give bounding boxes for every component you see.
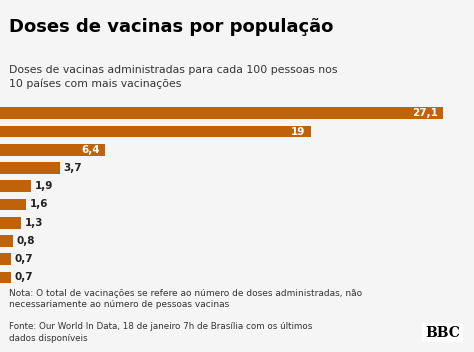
Bar	[0, 126, 310, 137]
Text: 27,1: 27,1	[412, 108, 438, 118]
Bar	[0, 180, 31, 192]
Text: Nota: O total de vacinações se refere ao número de doses administradas, não
nece: Nota: O total de vacinações se refere ao…	[9, 289, 363, 309]
Bar	[0, 107, 443, 119]
Text: BBC: BBC	[425, 326, 460, 340]
Text: Fonte: Our World In Data, 18 de janeiro 7h de Brasília com os últimos
dados disp: Fonte: Our World In Data, 18 de janeiro …	[9, 322, 313, 343]
Bar	[0, 271, 11, 283]
Text: 3,7: 3,7	[64, 163, 82, 173]
Text: 6,4: 6,4	[81, 145, 100, 155]
Bar	[0, 144, 105, 156]
Text: 0,8: 0,8	[16, 236, 35, 246]
Text: 0,7: 0,7	[15, 254, 33, 264]
Text: 1,3: 1,3	[25, 218, 43, 228]
Text: 0,7: 0,7	[15, 272, 33, 282]
Text: 19: 19	[292, 126, 306, 137]
Bar	[0, 235, 13, 247]
Text: Doses de vacinas administradas para cada 100 pessoas nos
10 países com mais vaci: Doses de vacinas administradas para cada…	[9, 65, 338, 89]
Text: 1,9: 1,9	[34, 181, 53, 191]
Bar	[0, 199, 26, 210]
Text: Doses de vacinas por população: Doses de vacinas por população	[9, 18, 334, 36]
Bar	[0, 253, 11, 265]
Bar	[0, 217, 21, 229]
Bar	[0, 162, 61, 174]
Text: 1,6: 1,6	[29, 200, 48, 209]
